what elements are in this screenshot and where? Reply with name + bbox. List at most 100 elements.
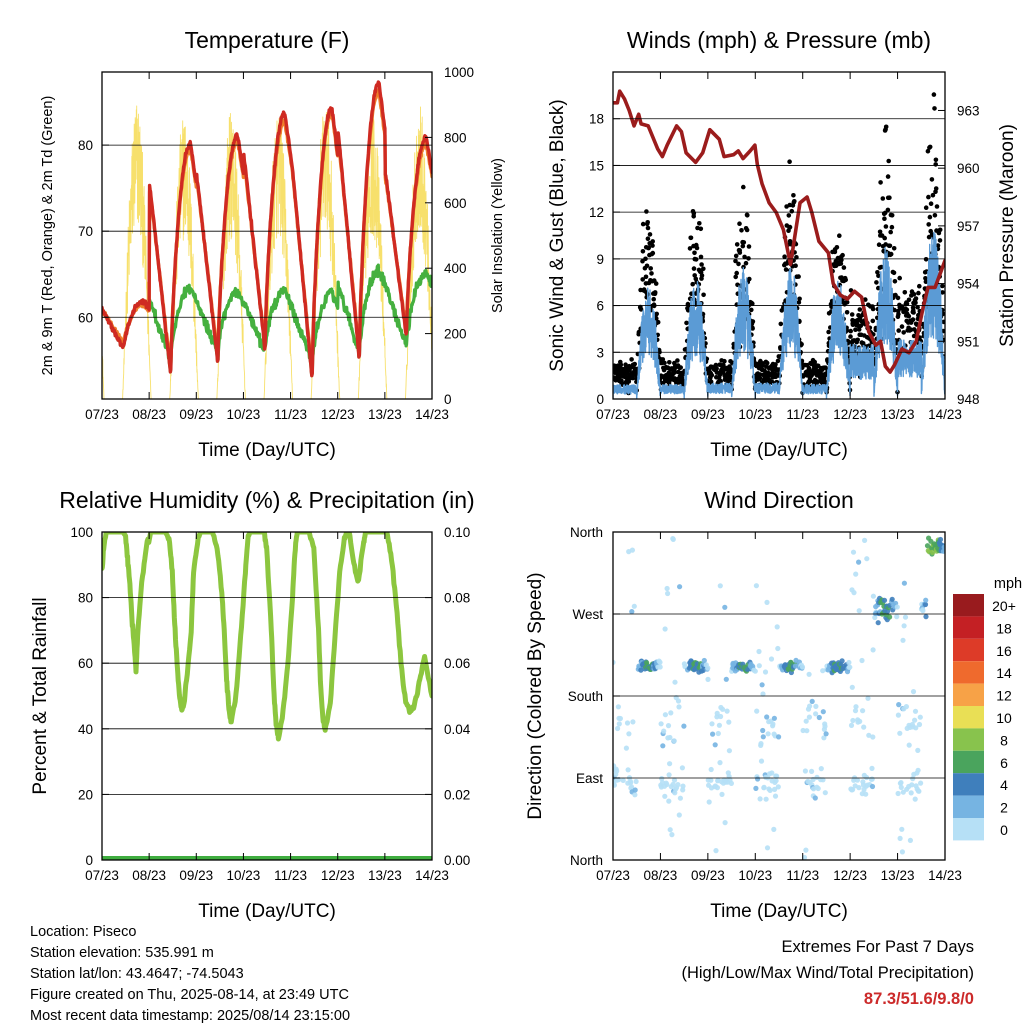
gust-point: [888, 229, 893, 235]
direction-point: [910, 689, 917, 695]
y2-tick-label: 400: [444, 261, 467, 276]
gust-point: [927, 214, 933, 220]
gust-point: [855, 337, 860, 343]
gust-point: [746, 256, 751, 261]
gust-point: [933, 157, 939, 163]
gust-point: [923, 276, 928, 281]
direction-point: [813, 711, 819, 717]
direction-point: [764, 845, 771, 851]
x-tick-label: 09/23: [691, 407, 725, 422]
y2-tick-label: 954: [957, 277, 980, 292]
gust-point: [645, 236, 651, 241]
gust-point: [699, 273, 705, 278]
direction-point: [752, 668, 758, 674]
direction-point: [902, 614, 909, 620]
direction-point: [900, 789, 906, 795]
gust-point: [794, 254, 799, 260]
gust-point: [902, 290, 908, 295]
gust-point: [913, 300, 918, 306]
gust-point: [897, 275, 902, 281]
y-tick-label: 6: [596, 299, 604, 314]
gust-point: [838, 261, 844, 266]
direction-point: [822, 723, 828, 730]
gust-point: [650, 239, 655, 244]
gust-point: [648, 266, 653, 271]
direction-point: [848, 722, 855, 729]
gust-point: [786, 213, 792, 218]
direction-point: [753, 583, 760, 589]
gust-point: [645, 225, 651, 231]
direction-point: [681, 723, 687, 729]
gust-point: [741, 240, 747, 245]
colorbar-label: 16: [996, 643, 1012, 659]
direction-point: [760, 727, 766, 734]
station-elevation: Station elevation: 535.991 m: [30, 945, 214, 961]
gust-point: [638, 307, 644, 312]
direction-point: [667, 827, 673, 833]
direction-point: [763, 796, 769, 802]
direction-point: [909, 782, 915, 788]
direction-point: [849, 684, 855, 690]
colorbar-label: 12: [996, 688, 1012, 704]
direction-point: [665, 590, 671, 597]
gust-point: [923, 205, 929, 210]
gust-point: [643, 274, 649, 280]
y2-tick-label: 1000: [444, 65, 474, 80]
direction-point: [854, 777, 861, 783]
direction-point: [629, 547, 636, 553]
direction-point: [717, 760, 723, 766]
direction-point: [900, 637, 906, 643]
gust-point: [849, 312, 855, 317]
gust-point: [630, 375, 636, 381]
x-tick-label: 09/23: [179, 407, 213, 422]
colorbar-label: 20+: [992, 598, 1016, 614]
gust-point: [880, 196, 886, 201]
y-tick-label: South: [568, 689, 603, 704]
direction-point: [671, 777, 678, 783]
direction-point: [620, 777, 626, 784]
figure-created: Figure created on Thu, 2025-08-14, at 23…: [30, 987, 349, 1003]
direction-point: [941, 544, 945, 550]
direction-point: [903, 704, 910, 710]
plot-frame: [612, 531, 946, 861]
direction-point: [857, 718, 863, 725]
y-axis-label: Direction (Colored By Speed): [525, 572, 546, 819]
direction-point: [662, 793, 668, 799]
y-tick-label: 60: [78, 310, 93, 325]
direction-point: [657, 659, 663, 665]
gust-point: [783, 267, 789, 272]
direction-point: [807, 703, 813, 709]
gust-point: [882, 216, 887, 221]
gust-point: [934, 204, 940, 209]
gust-point: [692, 273, 697, 278]
direction-point: [863, 791, 869, 797]
direction-point: [839, 658, 845, 664]
speed-colorbar: mph 20+ 18 16 14 12 10 8 6 4 2 0: [953, 576, 1022, 841]
y2-tick-label: 0.10: [444, 525, 470, 540]
station-latlon: Station lat/lon: 43.4647; -74.5043: [30, 966, 244, 982]
direction-point: [759, 682, 765, 688]
gust-point: [870, 306, 876, 312]
gust-point: [926, 222, 931, 227]
colorbar-label: 0: [1000, 822, 1008, 838]
gust-point: [840, 252, 845, 258]
gust-point: [916, 290, 921, 296]
recent-data-timestamp: Most recent data timestamp: 2025/08/14 2…: [30, 1008, 351, 1024]
gust-point: [650, 243, 655, 248]
gust-point: [792, 199, 797, 204]
direction-point: [910, 776, 916, 782]
gust-point: [841, 265, 847, 270]
y2-tick-label: 948: [957, 392, 980, 407]
direction-point: [664, 585, 670, 592]
y2-tick-label: 960: [957, 161, 980, 176]
gust-point: [883, 124, 889, 130]
y-tick-label: North: [570, 525, 603, 540]
direction-point: [820, 709, 826, 715]
direction-point: [771, 826, 777, 833]
direction-point: [861, 724, 867, 730]
gust-point: [853, 327, 858, 333]
direction-point: [758, 741, 764, 747]
direction-point: [768, 656, 775, 662]
gust-point: [734, 270, 739, 276]
gust-point: [644, 209, 649, 214]
